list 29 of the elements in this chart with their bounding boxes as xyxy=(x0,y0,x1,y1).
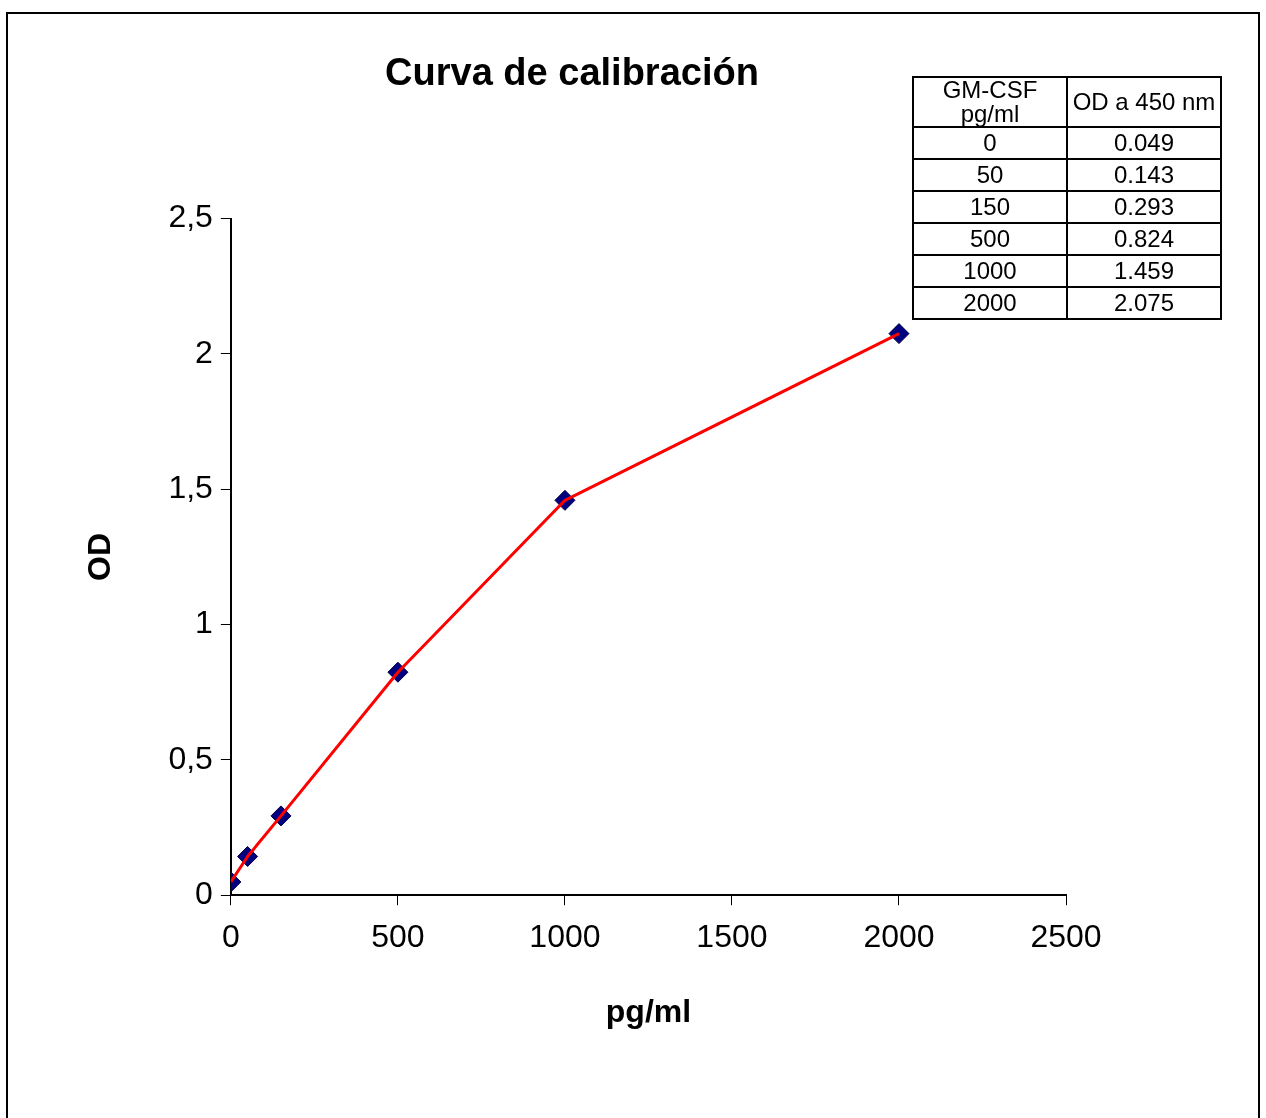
x-axis-title: pg/ml xyxy=(605,992,692,1029)
text: 50 xyxy=(913,159,1067,191)
chart-title: Curva de calibración xyxy=(385,51,759,94)
x-tick-label: 1500 xyxy=(696,918,768,955)
x-tick-label: 500 xyxy=(371,918,425,955)
text: 1.459 xyxy=(1067,255,1221,287)
y-axis-title: OD xyxy=(81,532,118,581)
x-tick-label: 2000 xyxy=(863,918,935,955)
y-tick-label: 1 xyxy=(195,604,213,641)
text: 0.049 xyxy=(1067,127,1221,159)
y-tick-label: 2 xyxy=(195,333,213,370)
x-tick-label: 1000 xyxy=(529,918,601,955)
text: 2.075 xyxy=(1067,287,1221,319)
x-tick-label: 2500 xyxy=(1030,918,1102,955)
text: 0.824 xyxy=(1067,223,1221,255)
annotation: 500 xyxy=(913,223,1067,255)
x-tick-label: 0 xyxy=(221,918,240,955)
text: GM-CSF pg/ml xyxy=(913,76,1067,127)
text: 0.143 xyxy=(1067,159,1221,191)
text: 0.293 xyxy=(1067,191,1221,223)
annotation: 2000 xyxy=(913,287,1067,319)
text: OD a 450 nm xyxy=(1067,77,1221,127)
text: 0 xyxy=(913,127,1067,159)
y-tick-label: 1,5 xyxy=(168,469,213,506)
y-tick-label: 0,5 xyxy=(168,739,213,776)
annotation: 1000 xyxy=(913,255,1067,287)
y-tick-label: 2,5 xyxy=(168,198,213,235)
y-tick-label: 0 xyxy=(195,875,213,912)
annotation: 150 xyxy=(913,191,1067,223)
